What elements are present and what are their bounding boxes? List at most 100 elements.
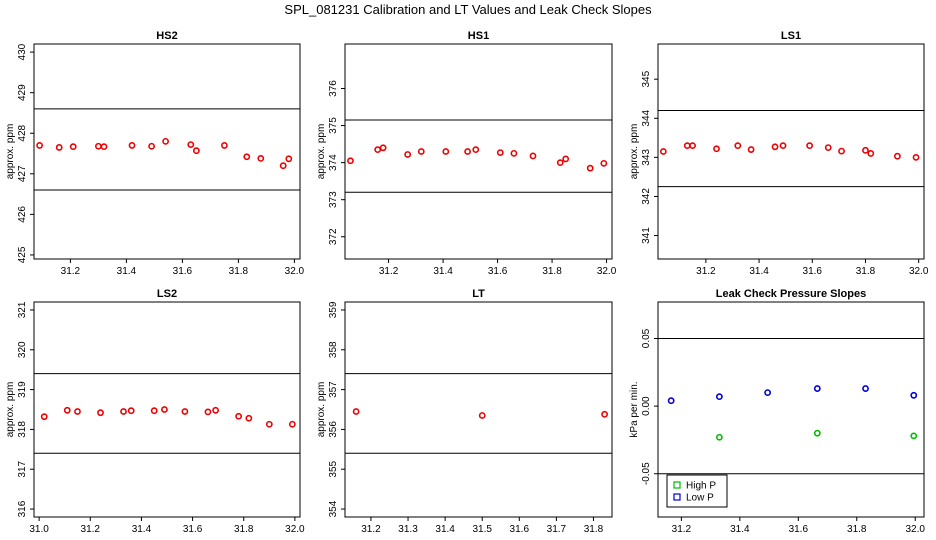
y-tick-label: 357	[328, 381, 339, 398]
y-tick-label: 428	[17, 124, 28, 141]
legend-label: Low P	[686, 493, 714, 504]
x-tick-label: 31.6	[488, 266, 508, 277]
data-point	[40, 413, 48, 421]
data-point	[510, 149, 518, 157]
y-tick-label: 316	[17, 500, 28, 517]
x-tick-label: 31.8	[542, 266, 562, 277]
data-point	[352, 408, 360, 415]
data-point	[285, 155, 293, 163]
data-point	[235, 412, 243, 420]
panel-title: LT	[472, 288, 485, 300]
x-tick-label: 31.6	[510, 524, 530, 535]
data-point	[556, 159, 564, 167]
x-tick-label: 32.0	[905, 524, 925, 535]
data-point	[771, 143, 779, 151]
data-point	[74, 408, 81, 415]
data-point	[212, 406, 219, 414]
y-axis-label: approx. ppm	[629, 124, 640, 180]
y-tick-label: 343	[641, 149, 652, 166]
data-point	[715, 433, 723, 441]
data-point	[97, 409, 104, 417]
panel-lt: LT 31.2 31.3 31.4 31.5 31.6 31.7 31.8 354 355 356 3…	[316, 288, 613, 535]
y-tick-label: 321	[17, 301, 28, 318]
data-point	[601, 410, 608, 418]
data-point	[824, 144, 832, 151]
data-point	[713, 145, 720, 153]
data-point	[806, 142, 814, 150]
data-point	[257, 154, 265, 162]
x-tick-label: 31.8	[584, 524, 604, 535]
data-point	[279, 162, 287, 170]
y-tick-label: 374	[328, 154, 339, 171]
panel-leak-check: Leak Check Pressure Slopes 31.2 31.4 31.6 31…	[629, 288, 925, 535]
data-point	[288, 420, 296, 428]
y-tick-label: 426	[17, 206, 28, 223]
data-point	[747, 146, 755, 153]
data-point	[894, 152, 901, 160]
y-axis-label: approx. ppm	[5, 382, 16, 438]
y-tick-label: 0.00	[641, 396, 652, 416]
y-tick-label: 318	[17, 421, 28, 438]
plot-frame	[344, 43, 613, 260]
y-tick-label: 429	[17, 84, 28, 101]
data-point	[347, 157, 354, 165]
x-tick-label: 31.4	[117, 266, 137, 277]
y-axis-label: approx. ppm	[316, 382, 327, 438]
y-tick-label: 355	[328, 460, 339, 477]
y-tick-label: 375	[328, 117, 339, 134]
x-tick-label: 31.6	[173, 266, 193, 277]
y-tick-label: 425	[17, 246, 28, 263]
x-tick-label: 31.6	[803, 266, 823, 277]
y-tick-label: 376	[328, 80, 339, 97]
y-tick-label: -0.05	[641, 462, 652, 485]
plot-frame	[657, 301, 925, 518]
plot-frame	[657, 43, 925, 260]
data-point	[659, 148, 667, 155]
panel-title: HS2	[156, 30, 177, 42]
data-point	[150, 407, 158, 415]
data-point	[813, 429, 821, 437]
data-point	[55, 144, 63, 151]
data-point	[562, 155, 570, 163]
data-point	[69, 143, 77, 151]
y-axis-label: kPa per min.	[629, 381, 640, 437]
data-point	[764, 389, 772, 396]
data-point	[715, 393, 723, 401]
data-point	[813, 385, 821, 392]
x-tick-label: 31.6	[789, 524, 809, 535]
data-point	[187, 141, 195, 149]
data-point	[529, 152, 537, 160]
data-point	[204, 408, 212, 416]
data-point	[472, 146, 480, 154]
plot-frame	[33, 301, 301, 518]
legend-marker	[673, 481, 681, 489]
y-tick-label: 317	[17, 460, 28, 477]
y-tick-label: 359	[328, 301, 339, 318]
y-tick-label: 356	[328, 421, 339, 438]
data-point	[910, 432, 918, 440]
x-tick-label: 31.6	[183, 524, 203, 535]
data-point	[478, 412, 486, 419]
data-point	[734, 142, 742, 150]
panel-title: Leak Check Pressure Slopes	[716, 288, 866, 300]
legend-box	[666, 474, 728, 508]
x-tick-label: 31.8	[847, 524, 867, 535]
x-tick-label: 31.2	[61, 266, 81, 277]
y-tick-label: 319	[17, 381, 28, 398]
x-tick-label: 31.0	[29, 524, 49, 535]
y-tick-label: 427	[17, 165, 28, 182]
panel-ls1: LS1 31.2 31.4 31.6 31.8 32.0 341 342 343 344 345 ap…	[629, 30, 929, 277]
data-point	[867, 150, 875, 157]
x-tick-label: 31.2	[81, 524, 101, 535]
data-point	[862, 385, 869, 392]
y-tick-label: 373	[328, 191, 339, 208]
x-tick-label: 32.0	[285, 266, 305, 277]
panel-hs1: HS1 31.2 31.4 31.6 31.8 32.0 372 373 374 375 376 ap…	[316, 30, 617, 277]
data-point	[100, 143, 108, 151]
data-point	[120, 408, 127, 415]
plot-frame	[33, 43, 301, 260]
data-point	[779, 142, 787, 150]
y-tick-label: 342	[641, 188, 652, 205]
panel-title: LS1	[781, 30, 801, 42]
